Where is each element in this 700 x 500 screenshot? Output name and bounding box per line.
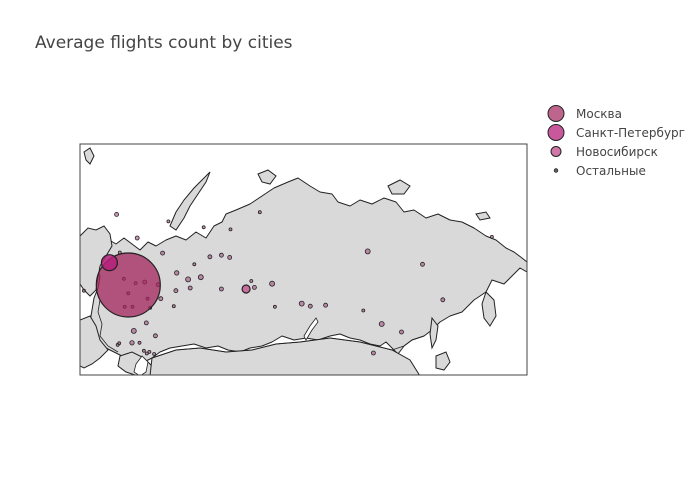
city-marker-other-55[interactable] bbox=[117, 341, 122, 346]
city-marker-other-7[interactable] bbox=[143, 320, 149, 326]
city-marker-other-4[interactable] bbox=[130, 327, 137, 334]
city-marker-other-23[interactable] bbox=[440, 297, 446, 303]
sakhalin bbox=[429, 316, 439, 350]
city-marker-other-5[interactable] bbox=[129, 340, 135, 346]
city-marker-other-15[interactable] bbox=[269, 280, 276, 287]
city-marker-other-43[interactable] bbox=[361, 308, 366, 313]
russia-landmass bbox=[89, 177, 527, 363]
map-frame bbox=[79, 143, 528, 376]
city-marker-other-26[interactable] bbox=[114, 211, 119, 217]
city-marker-other-22[interactable] bbox=[420, 261, 425, 267]
legend-label: Москва bbox=[576, 106, 622, 121]
japan-hokkaido bbox=[435, 351, 451, 371]
city-marker-other-35[interactable] bbox=[152, 333, 158, 339]
legend-item-novosibirsk[interactable]: Новосибирск bbox=[544, 142, 685, 161]
legend-label: Новосибирск bbox=[576, 144, 658, 159]
city-marker-новосибирск[interactable] bbox=[241, 284, 251, 294]
city-marker-other-44[interactable] bbox=[489, 234, 494, 239]
europe-south bbox=[80, 315, 109, 369]
city-marker-other-30[interactable] bbox=[82, 288, 86, 293]
city-marker-other-42[interactable] bbox=[249, 279, 254, 283]
city-marker-other-12[interactable] bbox=[218, 252, 224, 258]
city-marker-other-25[interactable] bbox=[134, 235, 140, 241]
new-siberian-islands bbox=[387, 179, 411, 195]
kamchatka bbox=[481, 291, 497, 327]
city-marker-other-46[interactable] bbox=[272, 304, 277, 309]
legend-label: Санкт-Петербург bbox=[576, 125, 685, 140]
city-marker-other-32[interactable] bbox=[152, 352, 157, 356]
markers-layer bbox=[82, 210, 494, 356]
city-marker-other-38[interactable] bbox=[171, 304, 176, 309]
city-marker-other-28[interactable] bbox=[207, 254, 213, 260]
city-marker-other-50[interactable] bbox=[137, 340, 142, 345]
city-marker-other-39[interactable] bbox=[201, 225, 206, 230]
city-marker-other-9[interactable] bbox=[173, 288, 179, 294]
city-marker-other-27[interactable] bbox=[160, 250, 166, 256]
severnaya-zemlya bbox=[257, 169, 277, 185]
city-marker-other-45[interactable] bbox=[192, 262, 197, 267]
city-marker-other-17[interactable] bbox=[307, 303, 313, 309]
city-marker-other-41[interactable] bbox=[166, 219, 171, 224]
city-marker-other-51[interactable] bbox=[141, 348, 146, 353]
city-marker-other-52[interactable] bbox=[144, 351, 149, 356]
legend-swatch-others bbox=[544, 161, 568, 180]
city-marker-other-53[interactable] bbox=[147, 349, 152, 354]
city-marker-other-40[interactable] bbox=[228, 227, 233, 232]
city-marker-other-13[interactable] bbox=[227, 254, 233, 260]
legend-swatch-moscow bbox=[544, 104, 568, 123]
city-marker-other-10[interactable] bbox=[218, 286, 224, 292]
legend-label: Остальные bbox=[576, 163, 646, 178]
city-marker-other-2[interactable] bbox=[174, 270, 180, 276]
city-marker-other-29[interactable] bbox=[257, 210, 262, 215]
city-marker-санкт-петербург[interactable] bbox=[100, 254, 119, 272]
chart-title: Average flights count by cities bbox=[35, 33, 293, 53]
lake-baikal bbox=[303, 317, 319, 341]
wrangel-island bbox=[475, 211, 491, 221]
city-marker-other-11[interactable] bbox=[197, 274, 204, 281]
city-marker-other-14[interactable] bbox=[251, 284, 257, 290]
city-marker-other-21[interactable] bbox=[370, 350, 376, 356]
novaya-zemlya bbox=[169, 171, 211, 231]
city-marker-other-19[interactable] bbox=[364, 248, 371, 255]
land-layer bbox=[80, 147, 527, 375]
legend: Москва Санкт-Петербург Новосибирск Остал… bbox=[544, 104, 685, 180]
caspian-sea bbox=[133, 355, 149, 375]
legend-item-moscow[interactable]: Москва bbox=[544, 104, 685, 123]
legend-item-spb[interactable]: Санкт-Петербург bbox=[544, 123, 685, 142]
city-marker-other-18[interactable] bbox=[323, 302, 329, 308]
city-marker-other-3[interactable] bbox=[158, 296, 164, 302]
legend-swatch-spb bbox=[544, 123, 568, 142]
city-marker-other-16[interactable] bbox=[298, 300, 305, 307]
city-marker-other-20[interactable] bbox=[378, 321, 385, 327]
city-marker-other-8[interactable] bbox=[187, 285, 193, 291]
country-borders bbox=[151, 335, 425, 359]
city-marker-other-24[interactable] bbox=[399, 329, 404, 335]
legend-swatch-novosibirsk bbox=[544, 142, 568, 161]
svalbard bbox=[83, 147, 95, 165]
legend-item-others[interactable]: Остальные bbox=[544, 161, 685, 180]
city-marker-other-1[interactable] bbox=[185, 276, 192, 283]
